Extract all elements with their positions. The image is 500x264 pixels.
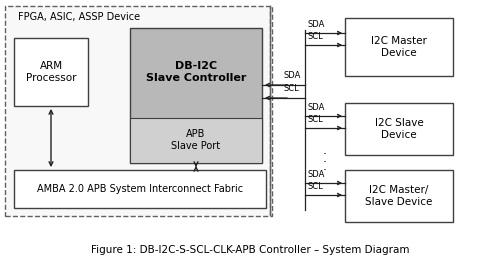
Text: I2C Slave
Device: I2C Slave Device	[374, 118, 424, 140]
Text: DB-I2C
Slave Controller: DB-I2C Slave Controller	[146, 61, 246, 83]
Text: SDA: SDA	[284, 71, 302, 80]
Bar	[345, 18, 453, 76]
Text: .: .	[323, 159, 327, 172]
Text: SCL: SCL	[307, 32, 323, 41]
Text: I2C Master
Device: I2C Master Device	[371, 36, 427, 58]
Bar	[5, 6, 272, 216]
Text: SCL: SCL	[307, 115, 323, 124]
Bar	[14, 170, 266, 208]
Text: SDA: SDA	[307, 170, 324, 179]
Text: SCL: SCL	[284, 84, 300, 93]
Text: Figure 1: DB-I2C-S-SCL-CLK-APB Controller – System Diagram: Figure 1: DB-I2C-S-SCL-CLK-APB Controlle…	[91, 245, 409, 255]
Text: AMBA 2.0 APB System Interconnect Fabric: AMBA 2.0 APB System Interconnect Fabric	[37, 184, 243, 194]
Text: APB
Slave Port: APB Slave Port	[172, 129, 220, 151]
Text: SDA: SDA	[307, 20, 324, 29]
Text: .: .	[323, 144, 327, 157]
Text: FPGA, ASIC, ASSP Device: FPGA, ASIC, ASSP Device	[18, 12, 140, 22]
Bar	[345, 170, 453, 222]
Text: ARM
Processor: ARM Processor	[26, 61, 76, 83]
Bar	[130, 28, 262, 163]
Text: I2C Master/
Slave Device: I2C Master/ Slave Device	[366, 185, 432, 207]
Text: SCL: SCL	[307, 182, 323, 191]
Text: .: .	[323, 152, 327, 164]
Bar	[345, 103, 453, 155]
Text: SDA: SDA	[307, 103, 324, 112]
Bar	[130, 118, 262, 163]
Bar	[14, 38, 88, 106]
